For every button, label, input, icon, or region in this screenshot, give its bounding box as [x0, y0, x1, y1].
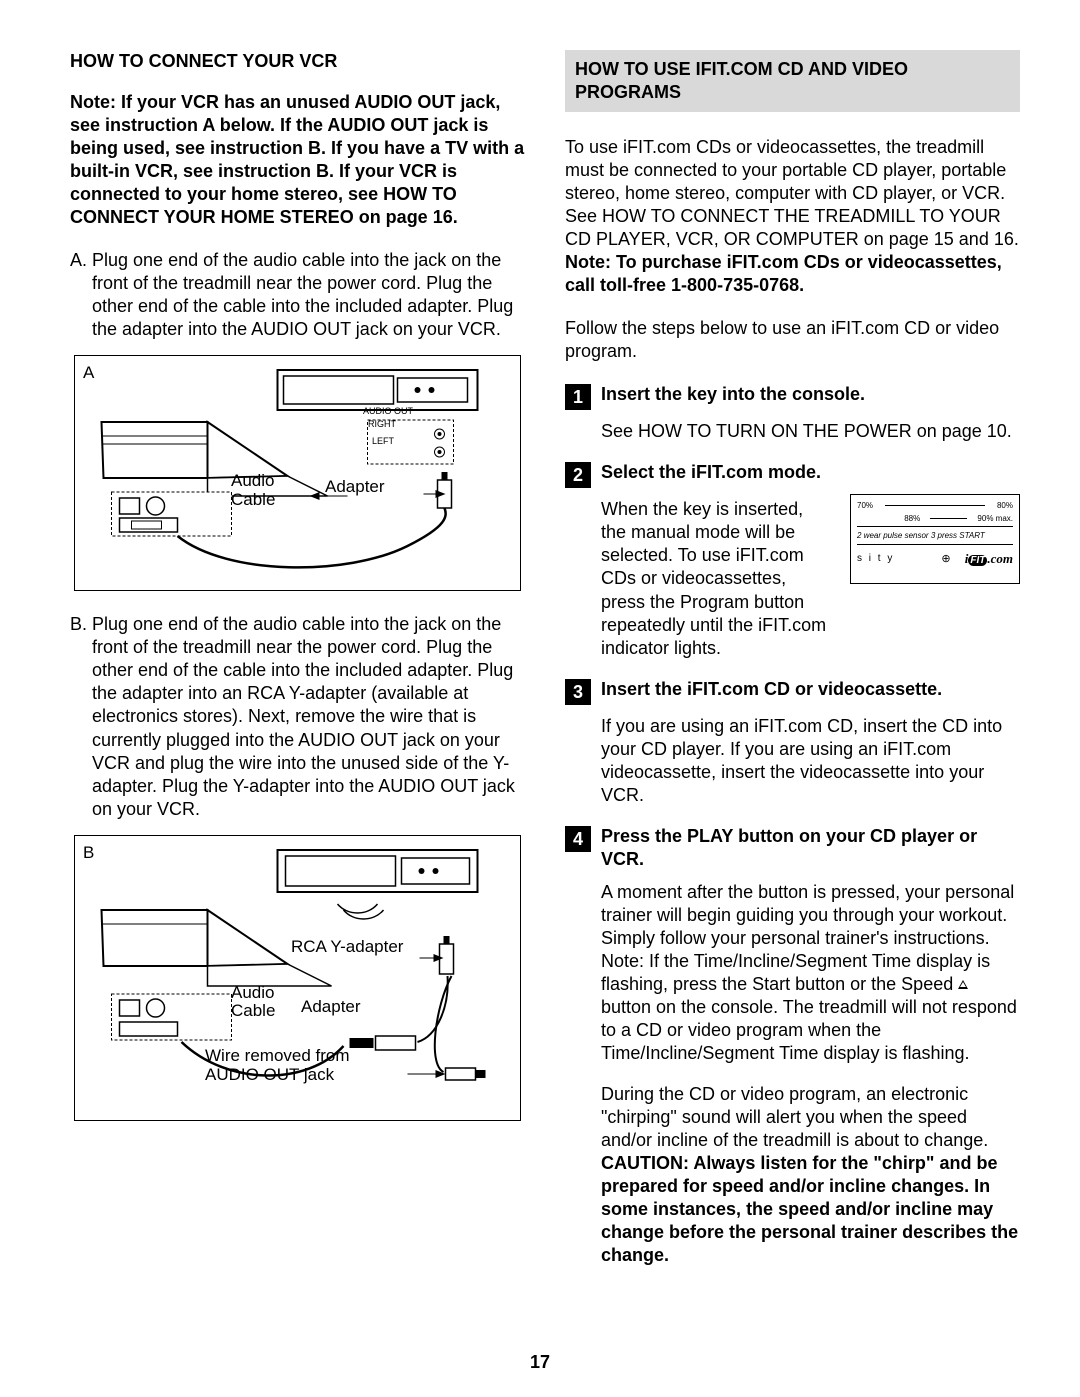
step-3: 3 Insert the iFIT.com CD or videocassett…: [565, 678, 1020, 705]
diagram-b: B: [74, 835, 521, 1121]
vcr-title: HOW TO CONNECT YOUR VCR: [70, 50, 525, 73]
step-4-num: 4: [565, 826, 591, 852]
step-1: 1 Insert the key into the console.: [565, 383, 1020, 410]
step-1-title: Insert the key into the console.: [601, 383, 865, 410]
speed-up-triangle-icon: [958, 980, 968, 989]
console-88: 88%: [904, 514, 920, 524]
console-sity: s i t y: [857, 553, 894, 566]
step-2-body: When the key is inserted, the manual mod…: [601, 498, 831, 659]
diag-a-left-label: LEFT: [372, 436, 394, 448]
intro1-text: To use iFIT.com CDs or videocassettes, t…: [565, 137, 1019, 249]
ifit-banner: HOW TO USE IFIT.COM CD AND VIDEO PROGRAM…: [565, 50, 1020, 112]
step-4-body-b: During the CD or video program, an elect…: [601, 1083, 1020, 1267]
step-4-title: Press the PLAY button on your CD player …: [601, 825, 1020, 871]
s4a2: button on the console. The treadmill wil…: [601, 997, 1017, 1063]
diag-a-audioout-label: AUDIO OUT: [363, 406, 413, 418]
step-3-title: Insert the iFIT.com CD or videocassette.: [601, 678, 942, 705]
step-3-body: If you are using an iFIT.com CD, insert …: [601, 715, 1020, 807]
step-4: 4 Press the PLAY button on your CD playe…: [565, 825, 1020, 871]
step-b-text: B. Plug one end of the audio cable into …: [70, 613, 525, 820]
step-a-text: A. Plug one end of the audio cable into …: [70, 249, 525, 341]
console-70: 70%: [857, 501, 873, 511]
intro-para-1: To use iFIT.com CDs or videocassettes, t…: [565, 136, 1020, 297]
diag-b-corner: B: [83, 842, 94, 864]
console-ifit: iFIT.com: [965, 551, 1013, 568]
console-90max: 90% max.: [977, 514, 1013, 524]
console-80: 80%: [997, 501, 1013, 511]
intro-para-2: Follow the steps below to use an iFIT.co…: [565, 317, 1020, 363]
diagram-a: A: [74, 355, 521, 591]
intro1-bold: Note: To purchase iFIT.com CDs or videoc…: [565, 252, 1002, 295]
step-2-title: Select the iFIT.com mode.: [601, 461, 821, 488]
diagram-a-svg: [87, 366, 508, 576]
console-diagram: 70% 80% 88% 90% max. 2 wear pulse sensor…: [850, 494, 1020, 584]
diag-a-audiocable-label: Audio Cable: [231, 472, 287, 509]
console-wear: 2 wear pulse sensor 3 press START: [857, 531, 1013, 545]
diag-b-wire-label: Wire removed from AUDIO OUT jack: [205, 1046, 385, 1085]
diag-a-adapter-label: Adapter: [325, 476, 385, 498]
step-2-num: 2: [565, 462, 591, 488]
diag-b-rca-label: RCA Y-adapter: [291, 936, 403, 958]
diag-a-corner: A: [83, 362, 94, 384]
diag-b-adapter-label: Adapter: [301, 996, 361, 1018]
step-2: 2 Select the iFIT.com mode.: [565, 461, 1020, 488]
s4a1: A moment after the button is pressed, yo…: [601, 882, 1014, 994]
vcr-note: Note: If your VCR has an unused AUDIO OU…: [70, 91, 525, 229]
diag-a-right-label: RIGHT: [368, 419, 396, 431]
s4b-bold: CAUTION: Always listen for the "chirp" a…: [601, 1153, 1018, 1265]
step-2-body-wrap: When the key is inserted, the manual mod…: [601, 498, 1020, 659]
diag-b-audiocable-label: Audio Cable: [231, 984, 287, 1021]
page-number: 17: [0, 1352, 1080, 1373]
s4b1: During the CD or video program, an elect…: [601, 1084, 988, 1150]
step-3-num: 3: [565, 679, 591, 705]
step-4-body-a: A moment after the button is pressed, yo…: [601, 881, 1020, 1065]
step-1-num: 1: [565, 384, 591, 410]
step-1-body: See HOW TO TURN ON THE POWER on page 10.: [601, 420, 1020, 443]
